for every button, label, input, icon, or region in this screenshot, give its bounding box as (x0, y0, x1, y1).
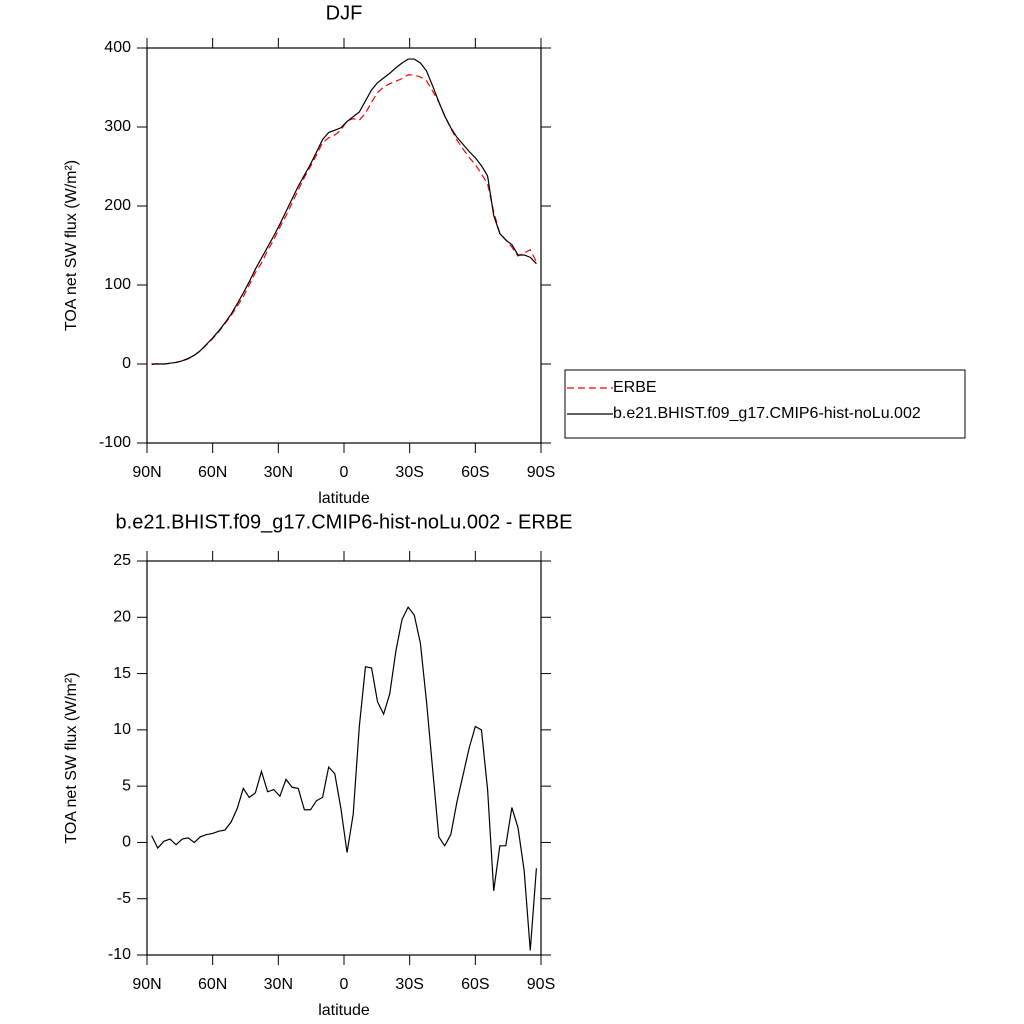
legend-box (564, 369, 966, 439)
x-tick-label: 30S (395, 976, 423, 993)
y-tick-label: -100 (99, 434, 131, 451)
chart-title: DJF (326, 2, 363, 24)
y-tick-label: -5 (117, 890, 131, 907)
x-tick-label: 60S (461, 976, 489, 993)
x-tick-label: 90S (527, 464, 555, 481)
x-tick-label: 90N (132, 464, 161, 481)
x-tick-label: 30N (264, 976, 293, 993)
legend-label: ERBE (613, 379, 657, 396)
data-line (151, 58, 537, 365)
y-tick-label: 10 (113, 721, 131, 738)
y-tick-label: -10 (108, 946, 131, 963)
chart-title: b.e21.BHIST.f09_g17.CMIP6-hist-noLu.002 … (116, 511, 573, 533)
plot-frame (146, 560, 542, 956)
x-tick-label: 30S (395, 464, 423, 481)
x-tick-label: 30N (264, 464, 293, 481)
y-tick-label: 20 (113, 609, 131, 626)
y-tick-label: 0 (122, 834, 131, 851)
x-axis-label: latitude (318, 490, 370, 507)
x-tick-label: 0 (340, 976, 349, 993)
y-tick-label: 0 (122, 355, 131, 372)
data-line (151, 74, 537, 366)
x-axis-label: latitude (318, 1002, 370, 1019)
y-axis-label: TOA net SW flux (W/m²) (63, 160, 80, 331)
y-tick-label: 200 (104, 197, 131, 214)
x-tick-label: 0 (340, 464, 349, 481)
data-line (151, 606, 537, 951)
x-tick-label: 60N (198, 464, 227, 481)
x-tick-label: 90S (527, 976, 555, 993)
y-tick-label: 5 (122, 777, 131, 794)
y-tick-label: 400 (104, 39, 131, 56)
x-tick-label: 60N (198, 976, 227, 993)
y-tick-label: 15 (113, 665, 131, 682)
legend-label: b.e21.BHIST.f09_g17.CMIP6-hist-noLu.002 (613, 405, 921, 422)
x-tick-label: 60S (461, 464, 489, 481)
y-axis-label: TOA net SW flux (W/m²) (63, 672, 80, 843)
y-tick-label: 300 (104, 118, 131, 135)
y-tick-label: 25 (113, 552, 131, 569)
plot-frame (146, 47, 542, 444)
y-tick-label: 100 (104, 276, 131, 293)
x-tick-label: 90N (132, 976, 161, 993)
